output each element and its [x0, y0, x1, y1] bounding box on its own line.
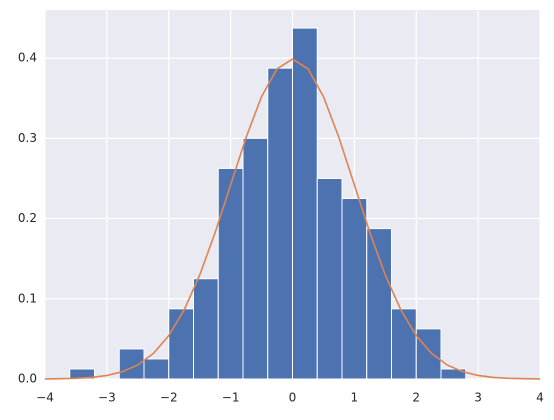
labels: −4 −3 −2 −1 0 1 2 3 4 0.0 0.1 0.2 0.3 0.4 — [18, 51, 544, 405]
density-line — [44, 58, 541, 380]
x-tick-label: 1 — [351, 391, 359, 405]
y-tick-label: 0.4 — [18, 51, 37, 65]
x-tick-label: 2 — [412, 391, 420, 405]
bar — [440, 368, 467, 380]
y-tick-label: 0.3 — [18, 131, 37, 145]
y-tick-label: 0.0 — [18, 372, 37, 386]
bar — [341, 198, 368, 380]
bar — [168, 308, 194, 380]
bar — [316, 177, 343, 380]
bar — [366, 228, 392, 380]
bar — [292, 27, 318, 380]
bar — [69, 368, 95, 380]
x-tick-label: 3 — [474, 391, 482, 405]
y-tick-label: 0.2 — [18, 211, 37, 225]
x-tick-label: 0 — [289, 391, 297, 405]
y-tick-label: 0.1 — [18, 291, 37, 305]
bar — [267, 67, 293, 380]
bar — [217, 167, 244, 380]
x-tick-label: −2 — [160, 391, 178, 405]
bar — [391, 308, 417, 380]
x-tick-label: 4 — [536, 391, 544, 405]
bar — [193, 278, 219, 380]
bar — [242, 137, 269, 380]
marks — [44, 27, 541, 380]
x-tick-label: −1 — [222, 391, 240, 405]
bar — [415, 328, 442, 380]
x-tick-label: −3 — [98, 391, 116, 405]
x-tick-label: −4 — [36, 391, 54, 405]
bar — [143, 358, 170, 380]
